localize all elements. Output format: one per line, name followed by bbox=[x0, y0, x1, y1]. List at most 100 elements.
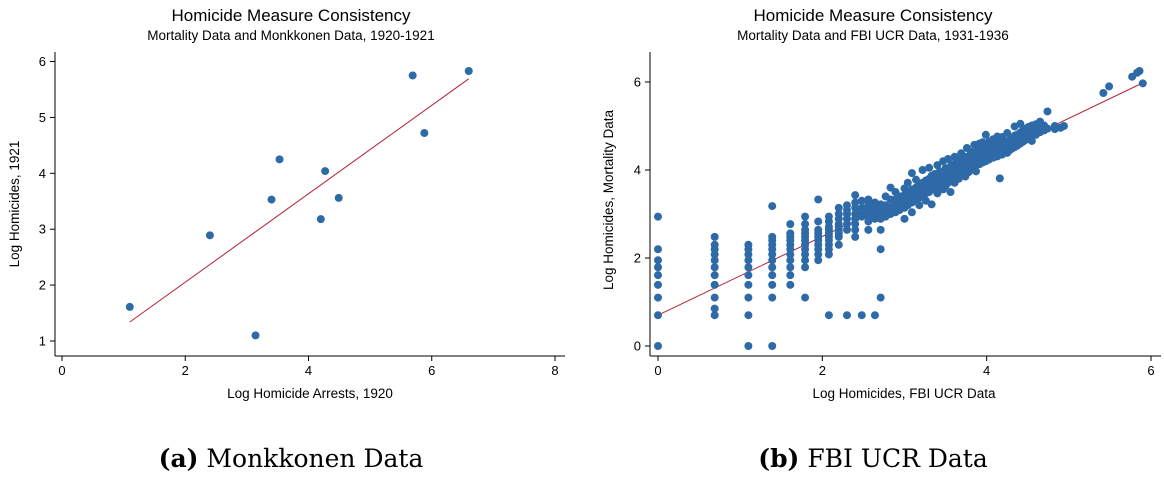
y-ticks: 0 2 4 6 bbox=[634, 75, 650, 354]
data-point bbox=[814, 195, 823, 204]
x-tick-label: 2 bbox=[182, 363, 189, 378]
points-group bbox=[125, 67, 473, 340]
data-point bbox=[786, 256, 795, 265]
data-point bbox=[768, 293, 777, 302]
y-tick-label: 6 bbox=[39, 54, 46, 69]
fit-line-group bbox=[129, 78, 470, 323]
caption-text: Monkkonen Data bbox=[206, 444, 424, 473]
data-point bbox=[876, 225, 885, 234]
data-point bbox=[768, 256, 777, 265]
data-point bbox=[801, 212, 810, 221]
x-ticks: 0 2 4 6 bbox=[654, 356, 1155, 378]
data-point bbox=[1138, 79, 1147, 88]
y-tick-label: 0 bbox=[634, 339, 641, 354]
data-point bbox=[654, 271, 662, 280]
data-point bbox=[1105, 82, 1114, 91]
data-point bbox=[921, 196, 930, 205]
scatter-plot-a: Log Homicide Arrests, 1920 Log Homicides… bbox=[7, 52, 565, 401]
data-point bbox=[205, 231, 214, 240]
data-point bbox=[334, 193, 343, 202]
data-point bbox=[654, 263, 662, 272]
data-point bbox=[1135, 67, 1144, 75]
data-point bbox=[768, 342, 777, 350]
data-point bbox=[710, 304, 719, 313]
data-point bbox=[768, 263, 777, 272]
data-point bbox=[870, 210, 879, 218]
data-point bbox=[744, 311, 753, 320]
data-point bbox=[824, 311, 833, 320]
y-tick-label: 2 bbox=[634, 251, 641, 266]
data-point bbox=[900, 214, 909, 223]
data-point bbox=[857, 203, 866, 212]
data-point bbox=[946, 188, 955, 196]
data-point bbox=[654, 245, 662, 254]
chart-subtitle: Mortality Data and Monkkonen Data, 1920-… bbox=[147, 28, 435, 43]
panel-b: Homicide Measure Consistency Mortality D… bbox=[582, 0, 1164, 480]
data-point bbox=[786, 229, 795, 238]
data-point bbox=[851, 210, 860, 218]
data-point bbox=[801, 225, 810, 234]
data-point bbox=[1043, 107, 1052, 116]
data-point bbox=[654, 212, 662, 221]
data-point bbox=[267, 195, 276, 204]
fit-line bbox=[129, 78, 470, 323]
caption-letter: (b) bbox=[758, 444, 800, 473]
data-point bbox=[995, 174, 1004, 183]
scatter-plot-b: Log Homicides, FBI UCR Data Log Homicide… bbox=[601, 52, 1161, 401]
caption-b: (b) FBI UCR Data bbox=[582, 444, 1164, 473]
data-point bbox=[420, 129, 429, 138]
data-point bbox=[801, 256, 810, 265]
y-tick-label: 3 bbox=[39, 222, 46, 237]
data-point bbox=[321, 167, 330, 176]
data-point bbox=[864, 225, 873, 234]
data-point bbox=[801, 220, 810, 229]
y-tick-label: 1 bbox=[39, 334, 46, 349]
data-point bbox=[710, 263, 719, 272]
data-point bbox=[857, 196, 866, 205]
data-point bbox=[903, 178, 912, 187]
x-axis-label: Log Homicide Arrests, 1920 bbox=[227, 386, 393, 401]
data-point bbox=[744, 293, 753, 302]
data-point bbox=[801, 263, 810, 272]
data-point bbox=[654, 280, 662, 289]
data-point bbox=[834, 240, 843, 249]
data-point bbox=[744, 263, 753, 272]
data-point bbox=[654, 256, 662, 265]
x-tick-label: 4 bbox=[983, 363, 990, 378]
data-point bbox=[1099, 89, 1108, 97]
data-point bbox=[710, 240, 719, 249]
data-point bbox=[851, 225, 860, 234]
data-point bbox=[768, 232, 777, 241]
data-point bbox=[876, 293, 885, 302]
data-point bbox=[851, 198, 860, 207]
x-tick-label: 4 bbox=[305, 363, 312, 378]
data-point bbox=[933, 189, 942, 198]
data-point bbox=[925, 163, 934, 172]
data-point bbox=[814, 217, 823, 226]
x-tick-label: 8 bbox=[551, 363, 558, 378]
data-point bbox=[801, 293, 810, 302]
data-point bbox=[408, 71, 417, 80]
data-point bbox=[125, 302, 134, 311]
data-point bbox=[1016, 119, 1025, 128]
data-point bbox=[710, 293, 719, 302]
data-point bbox=[744, 256, 753, 265]
data-point bbox=[1043, 124, 1052, 133]
data-point bbox=[834, 203, 843, 212]
x-tick-label: 2 bbox=[819, 363, 826, 378]
x-axis-label: Log Homicides, FBI UCR Data bbox=[812, 386, 996, 401]
chart-title: Homicide Measure Consistency bbox=[171, 6, 411, 25]
data-point bbox=[981, 130, 990, 139]
points-group bbox=[654, 67, 1147, 350]
chart-subtitle: Mortality Data and FBI UCR Data, 1931-19… bbox=[737, 28, 1009, 43]
data-point bbox=[744, 240, 753, 249]
panel-a: Homicide Measure Consistency Mortality D… bbox=[0, 6, 582, 473]
y-axis-label: Log Homicides, 1921 bbox=[7, 141, 22, 268]
data-point bbox=[864, 195, 873, 204]
y-ticks: 1 2 3 4 5 6 bbox=[39, 54, 55, 349]
caption-a: (a) Monkkonen Data bbox=[0, 444, 582, 473]
data-point bbox=[915, 201, 924, 210]
y-axis-label: Log Homicides, Mortality Data bbox=[601, 109, 616, 290]
y-tick-label: 4 bbox=[634, 163, 641, 178]
data-point bbox=[768, 280, 777, 289]
